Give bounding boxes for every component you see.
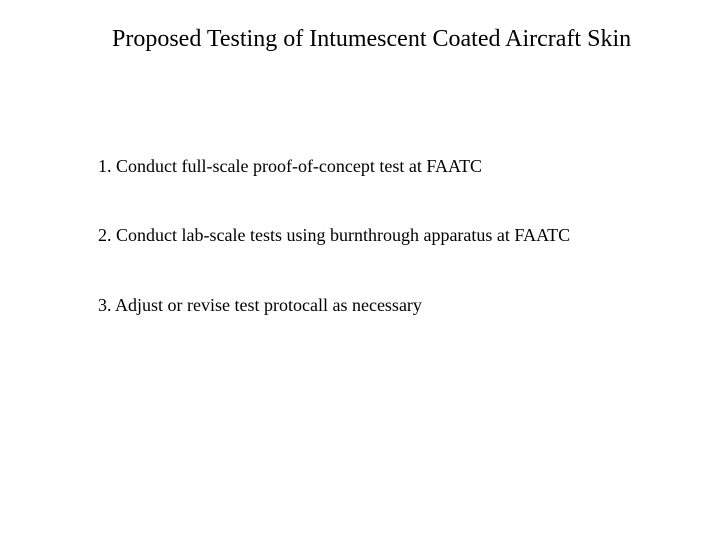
list-item: 3. Adjust or revise test protocall as ne… [98,295,422,316]
list-item: 1. Conduct full-scale proof-of-concept t… [98,156,482,177]
item-text: Adjust or revise test protocall as neces… [115,295,422,315]
list-item: 2. Conduct lab-scale tests using burnthr… [98,225,570,246]
item-number: 3. [98,295,112,315]
item-number: 1. [98,156,112,176]
page-title: Proposed Testing of Intumescent Coated A… [112,26,631,53]
item-text: Conduct lab-scale tests using burnthroug… [116,225,570,245]
item-text: Conduct full-scale proof-of-concept test… [116,156,482,176]
item-number: 2. [98,225,112,245]
